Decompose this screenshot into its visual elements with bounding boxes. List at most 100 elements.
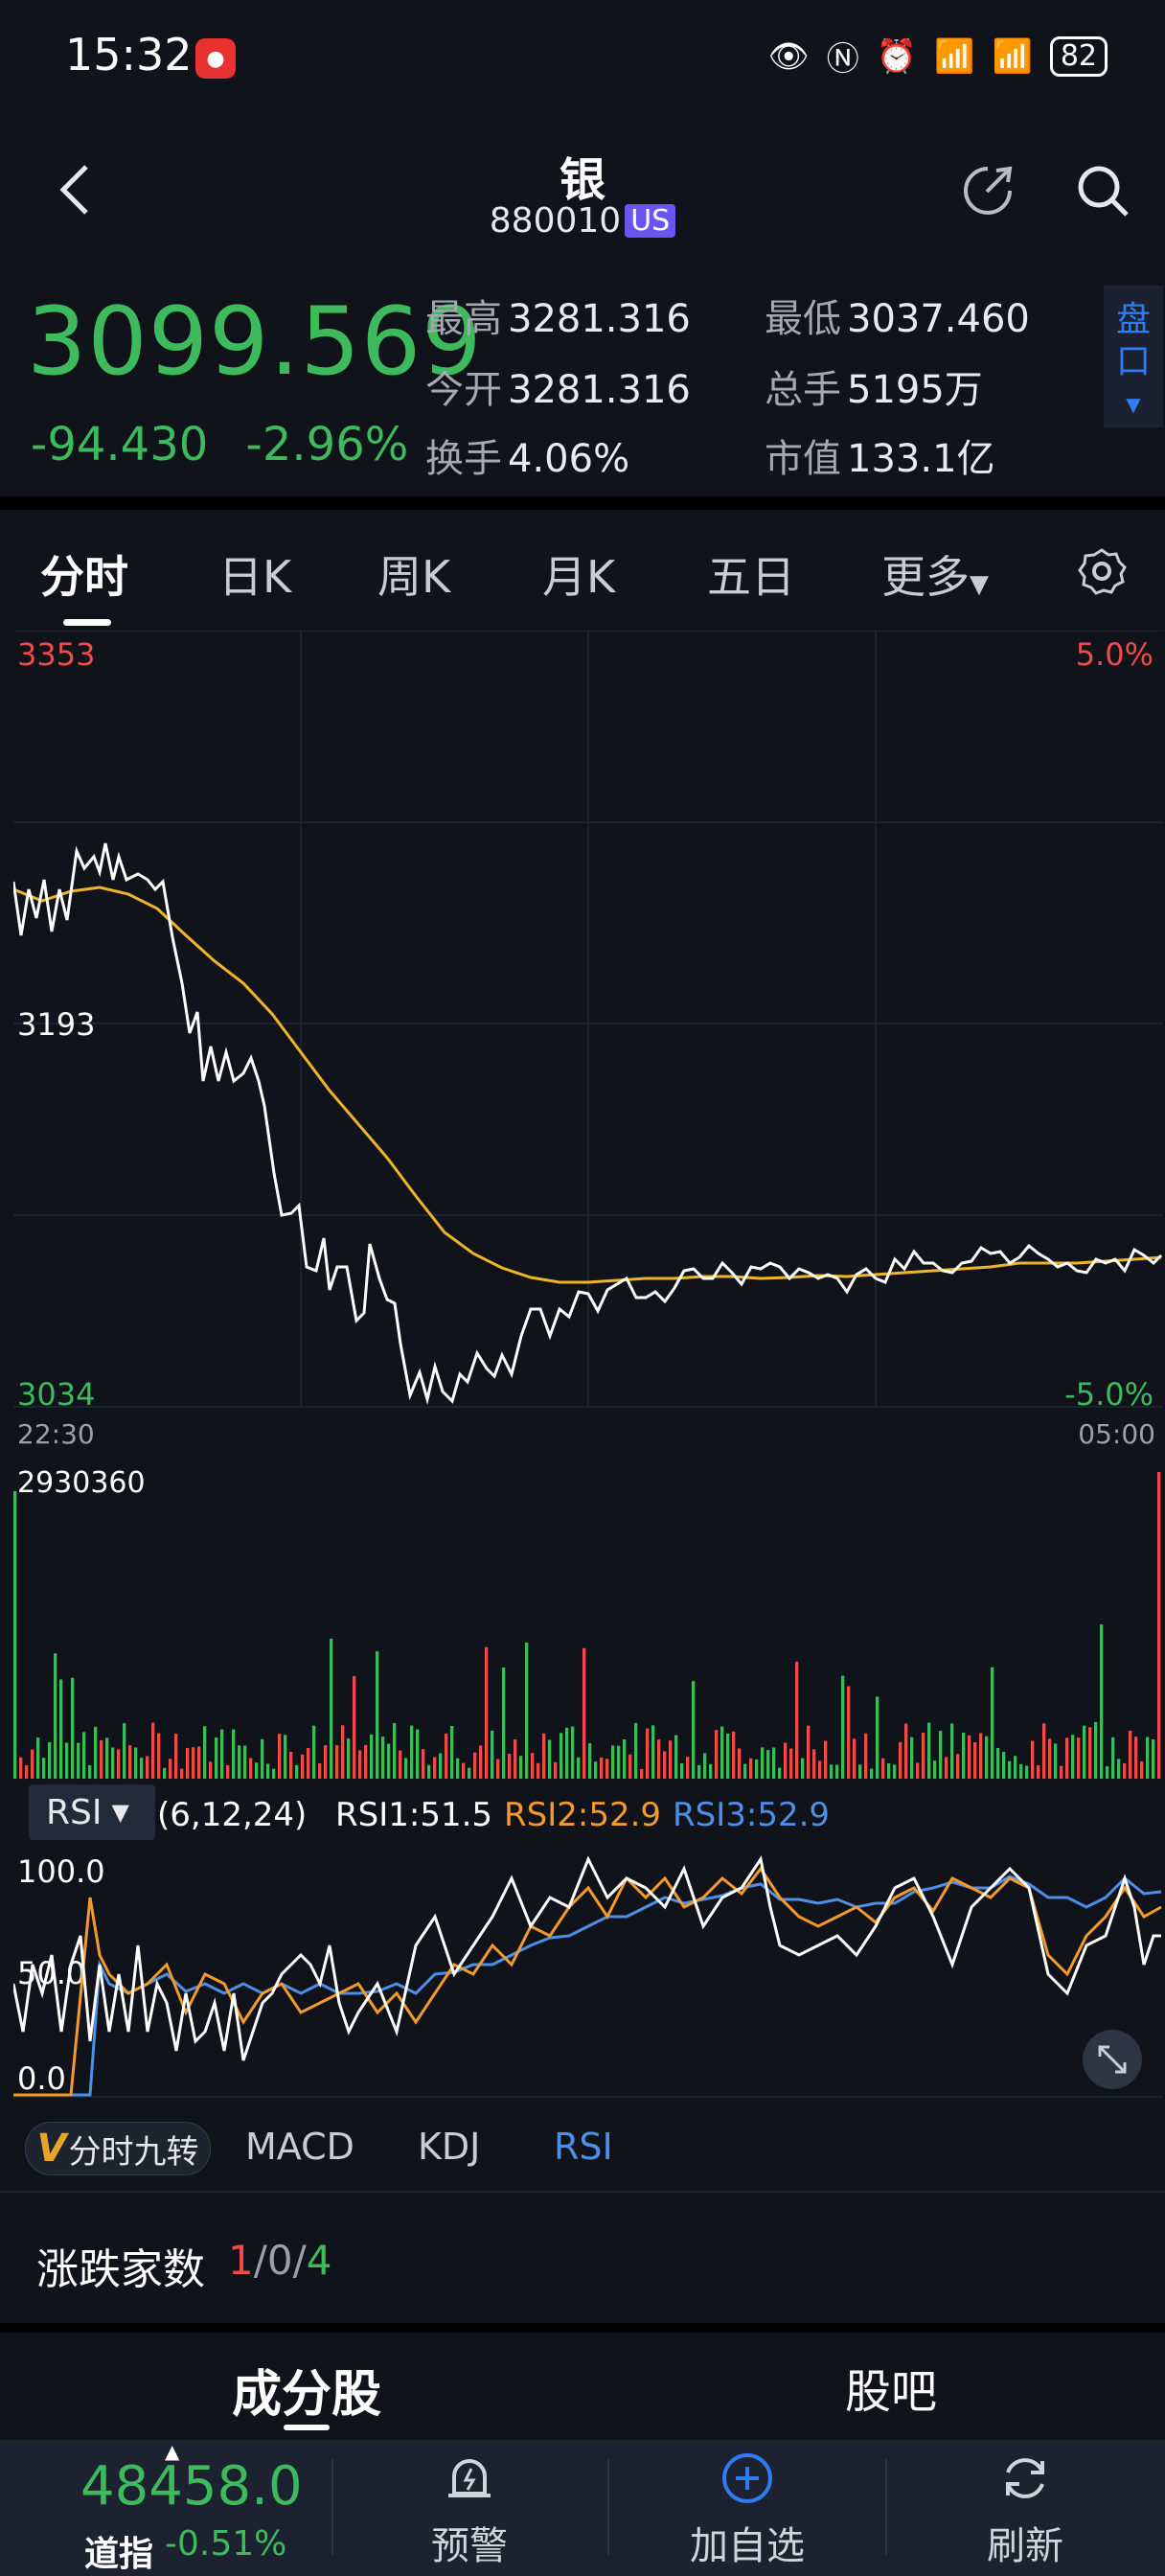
volume-bar <box>939 1731 943 1779</box>
volume-bar <box>761 1747 765 1779</box>
volume-bar <box>611 1745 615 1779</box>
volume-bar <box>324 1745 328 1779</box>
volume-bar <box>979 1733 983 1779</box>
tab-kdj[interactable]: KDJ <box>418 2126 481 2168</box>
volume-bar <box>703 1753 707 1779</box>
stock-code-number: 880010 <box>489 201 622 241</box>
unchanged: 0 <box>266 2237 293 2284</box>
volume-bar <box>778 1767 782 1779</box>
volume-bar <box>255 1762 259 1779</box>
volume-bar <box>1134 1736 1138 1779</box>
stat-low: 最低 3037.460 <box>765 297 1030 341</box>
volume-bar <box>910 1736 914 1779</box>
tab-monthly-k[interactable]: 月K <box>542 551 616 603</box>
volume-bar <box>922 1733 925 1779</box>
volume-bar <box>59 1679 63 1779</box>
settings-gear-icon[interactable] <box>1077 546 1127 596</box>
volume-bar <box>594 1761 598 1779</box>
volume-bar <box>548 1739 552 1779</box>
search-icon[interactable] <box>1073 161 1132 220</box>
divider <box>885 2459 887 2555</box>
volume-bar <box>973 1741 977 1779</box>
intraday-price-chart[interactable] <box>13 631 1163 1409</box>
volume-bar <box>1008 1760 1012 1779</box>
volume-bar <box>634 1723 638 1779</box>
volume-bar <box>542 1733 546 1779</box>
index-price[interactable]: 48458.0 <box>80 2455 303 2518</box>
volume-bar <box>491 1730 494 1779</box>
volume-bar <box>1146 1736 1150 1779</box>
tab-macd[interactable]: MACD <box>245 2126 354 2168</box>
add-watchlist-button[interactable]: 加自选 <box>651 2451 843 2570</box>
back-icon[interactable] <box>54 161 98 218</box>
volume-bar <box>100 1739 103 1779</box>
volume-bar <box>807 1725 811 1779</box>
volume-bar <box>410 1725 414 1779</box>
volume-bar <box>220 1729 224 1779</box>
divider <box>607 2459 609 2555</box>
volume-bar <box>456 1758 460 1779</box>
volume-bar <box>1019 1763 1023 1779</box>
volume-bar <box>525 1643 529 1779</box>
volume-bar <box>732 1731 736 1779</box>
volume-bar <box>853 1738 857 1779</box>
volume-bar <box>835 1764 839 1779</box>
tab-five-day[interactable]: 五日 <box>707 551 795 603</box>
volume-bar <box>1025 1765 1029 1779</box>
tab-constituents[interactable]: 成分股 <box>232 2366 382 2424</box>
volume-bar <box>151 1722 155 1779</box>
time-end: 05:00 <box>1078 1418 1155 1450</box>
tab-weekly-k[interactable]: 周K <box>377 551 451 603</box>
volume-bar <box>881 1758 885 1779</box>
indicator-selector[interactable]: RSI ▼ <box>29 1784 155 1840</box>
volume-bar <box>450 1726 454 1779</box>
volume-bar <box>801 1758 805 1779</box>
volume-bar <box>916 1762 920 1779</box>
volume-bar <box>743 1763 747 1779</box>
price-line <box>13 842 1163 1405</box>
alert-button[interactable]: 预警 <box>374 2451 565 2570</box>
volume-bar <box>364 1744 368 1779</box>
tab-active-indicator <box>63 619 111 626</box>
volume-bar <box>1106 1766 1109 1779</box>
volume-bar <box>94 1726 98 1779</box>
tab-nine-turns[interactable]: V 分时九转 <box>25 2122 211 2175</box>
volume-bar <box>858 1764 862 1779</box>
tab-rsi[interactable]: RSI <box>554 2126 613 2168</box>
volume-bar <box>77 1742 80 1779</box>
volume-bar <box>784 1742 788 1779</box>
volume-bar <box>215 1737 218 1779</box>
volume-bar <box>876 1696 879 1779</box>
rsi-chart[interactable] <box>13 1850 1163 2101</box>
tab-daily-k[interactable]: 日K <box>218 551 292 603</box>
volume-bar <box>381 1736 385 1779</box>
volume-bar <box>692 1681 696 1779</box>
expand-icon[interactable] <box>1083 2030 1142 2089</box>
stat-high: 最高 3281.316 <box>425 297 691 341</box>
volume-bar <box>617 1745 621 1779</box>
volume-bar <box>669 1740 673 1779</box>
volume-bar <box>651 1725 655 1779</box>
volume-bar <box>197 1746 201 1779</box>
volume-bar <box>1094 1722 1098 1779</box>
volume-bar <box>686 1757 690 1779</box>
volume-bar <box>479 1745 483 1779</box>
tab-forum[interactable]: 股吧 <box>845 2365 938 2419</box>
volume-bar <box>577 1757 581 1779</box>
plus-circle-icon <box>722 2453 772 2503</box>
refresh-button[interactable]: 刷新 <box>929 2451 1121 2570</box>
volume-bar <box>812 1749 816 1779</box>
volume-bar <box>502 1668 506 1779</box>
divider <box>0 496 1165 510</box>
share-icon[interactable] <box>958 161 1017 220</box>
volume-bar <box>1117 1759 1121 1779</box>
volume-bar <box>347 1738 351 1779</box>
volume-bar <box>123 1723 126 1779</box>
tab-intraday[interactable]: 分时 <box>40 551 128 603</box>
volume-bar <box>36 1737 40 1779</box>
volume-bar <box>1083 1725 1086 1779</box>
pankou-button[interactable]: 盘 口 ▼ <box>1104 286 1163 427</box>
tab-more[interactable]: 更多▼ <box>881 551 989 603</box>
status-time: 15:32 <box>65 29 193 80</box>
decliners: 4 <box>306 2237 332 2284</box>
